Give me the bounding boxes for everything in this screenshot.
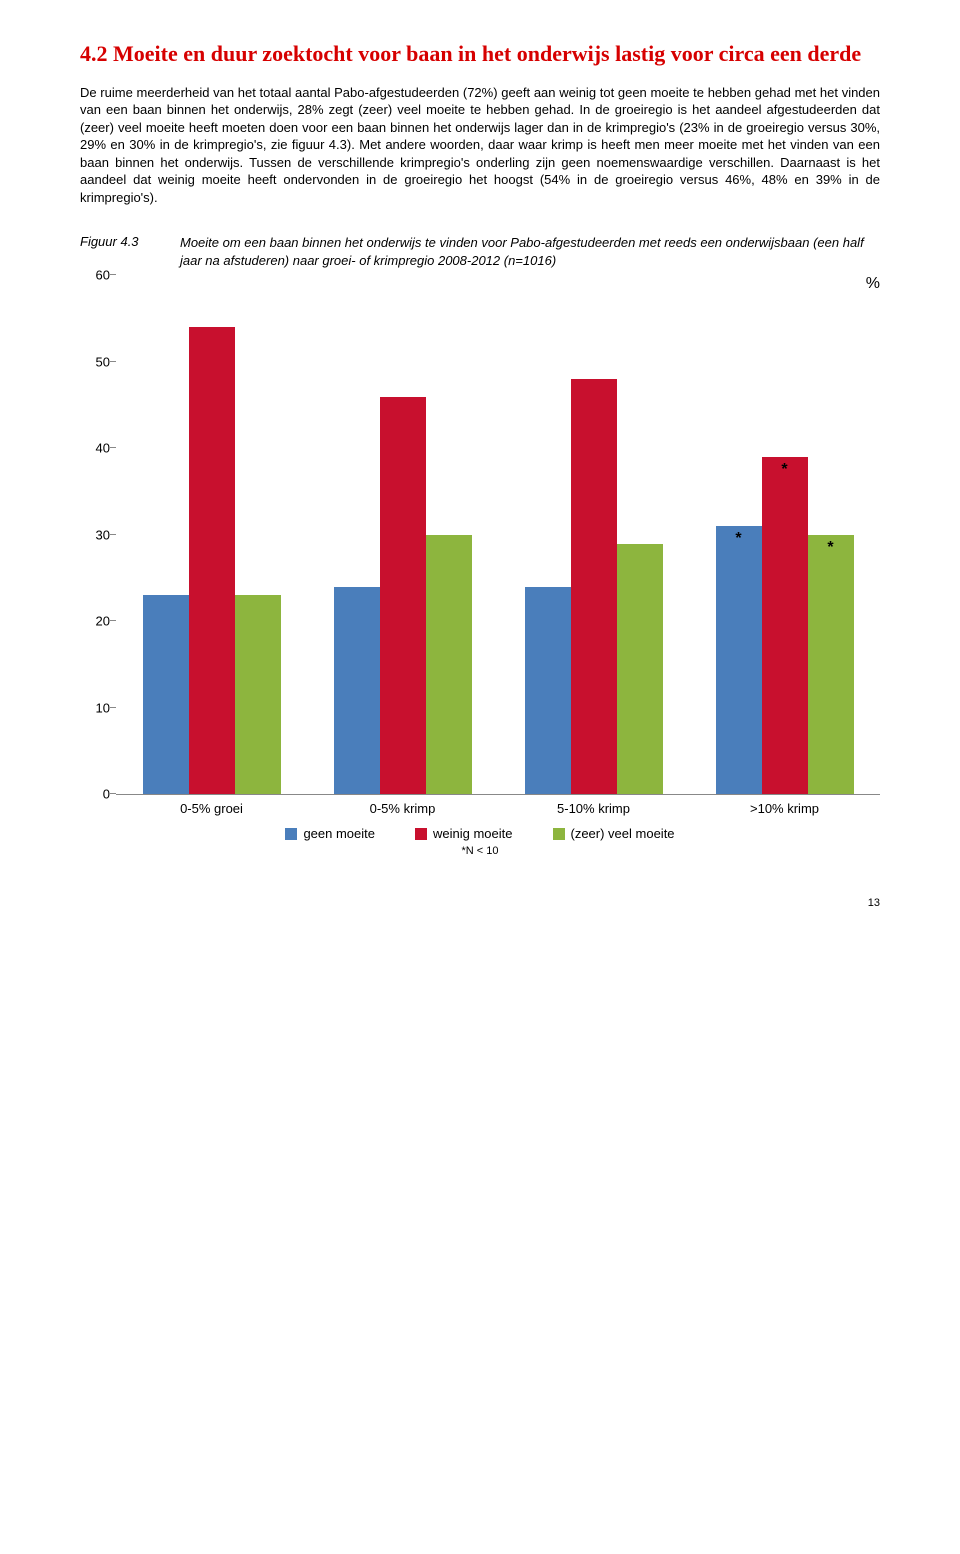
x-axis-labels: 0-5% groei0-5% krimp5-10% krimp>10% krim… [116, 801, 880, 816]
y-tick-label: 60 [96, 268, 110, 283]
page-number: 13 [80, 897, 880, 909]
x-axis-label: 0-5% groei [116, 801, 307, 816]
legend-item: weinig moeite [415, 826, 513, 841]
chart-container: 0102030405060 % *** 0-5% groei0-5% krimp… [80, 275, 880, 857]
bar [525, 587, 571, 795]
bar-group [498, 275, 689, 794]
bar-group [116, 275, 307, 794]
bar-groups: * * * [116, 275, 880, 794]
y-axis: 0102030405060 [80, 275, 116, 794]
bar [380, 397, 426, 795]
bar: * [716, 526, 762, 794]
y-tick-label: 10 [96, 700, 110, 715]
body-paragraph: De ruime meerderheid van het totaal aant… [80, 84, 880, 207]
bar-group: * * * [689, 275, 880, 794]
legend-label: geen moeite [303, 826, 375, 841]
x-axis-label: 0-5% krimp [307, 801, 498, 816]
chart-footnote: *N < 10 [80, 845, 880, 857]
y-tick-label: 0 [103, 787, 110, 802]
legend-swatch [553, 828, 565, 840]
legend-label: weinig moeite [433, 826, 513, 841]
chart-legend: geen moeite weinig moeite (zeer) veel moei… [80, 826, 880, 841]
y-tick-label: 20 [96, 614, 110, 629]
bar [426, 535, 472, 795]
legend-swatch [285, 828, 297, 840]
bar: * [808, 535, 854, 795]
star-marker: * [735, 530, 741, 548]
y-tick-label: 30 [96, 527, 110, 542]
bar [617, 544, 663, 795]
star-marker: * [781, 461, 787, 479]
bar [143, 595, 189, 794]
star-marker: * [827, 539, 833, 557]
figure-description: Moeite om een baan binnen het onderwijs … [180, 234, 880, 269]
legend-label: (zeer) veel moeite [571, 826, 675, 841]
legend-item: (zeer) veel moeite [553, 826, 675, 841]
figure-label: Figuur 4.3 [80, 234, 180, 269]
x-axis-label: >10% krimp [689, 801, 880, 816]
x-axis-label: 5-10% krimp [498, 801, 689, 816]
figure-caption: Figuur 4.3 Moeite om een baan binnen het… [80, 234, 880, 269]
y-tick-label: 40 [96, 441, 110, 456]
bar [189, 327, 235, 794]
legend-swatch [415, 828, 427, 840]
plot-area: 0102030405060 % *** [116, 275, 880, 795]
bar [334, 587, 380, 795]
bar [235, 595, 281, 794]
y-tick-label: 50 [96, 354, 110, 369]
bar-chart: 0102030405060 % *** 0-5% groei0-5% krimp… [80, 275, 880, 857]
legend-item: geen moeite [285, 826, 375, 841]
section-heading: 4.2 Moeite en duur zoektocht voor baan i… [80, 40, 880, 68]
bar-group [307, 275, 498, 794]
bar: * [762, 457, 808, 794]
bar [571, 379, 617, 794]
